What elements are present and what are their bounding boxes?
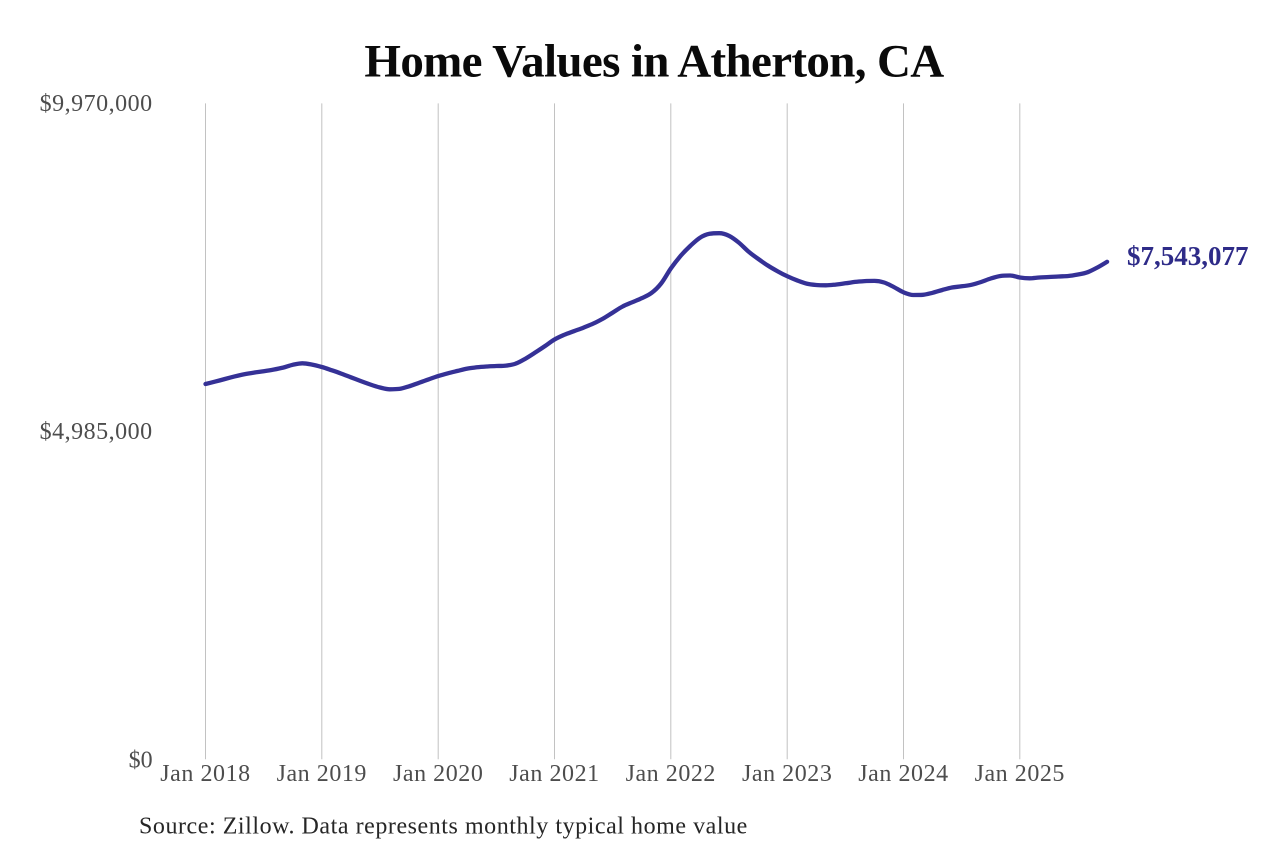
svg-text:Home Values in Atherton, CA: Home Values in Atherton, CA (364, 36, 944, 88)
svg-text:$7,543,077: $7,543,077 (1127, 241, 1249, 271)
svg-text:$4,985,000: $4,985,000 (40, 419, 153, 445)
svg-text:Jan 2020: Jan 2020 (393, 761, 483, 787)
svg-text:Jan 2021: Jan 2021 (509, 761, 599, 787)
svg-text:Jan 2022: Jan 2022 (626, 761, 716, 787)
svg-text:$9,970,000: $9,970,000 (40, 91, 153, 117)
svg-text:Jan 2023: Jan 2023 (742, 761, 832, 787)
svg-text:Jan 2018: Jan 2018 (160, 761, 250, 787)
svg-text:Source: Zillow. Data represent: Source: Zillow. Data represents monthly … (139, 813, 748, 839)
svg-text:Jan 2019: Jan 2019 (277, 761, 367, 787)
svg-text:Jan 2024: Jan 2024 (858, 761, 948, 787)
svg-text:Jan 2025: Jan 2025 (975, 761, 1065, 787)
svg-text:$0: $0 (129, 747, 153, 773)
